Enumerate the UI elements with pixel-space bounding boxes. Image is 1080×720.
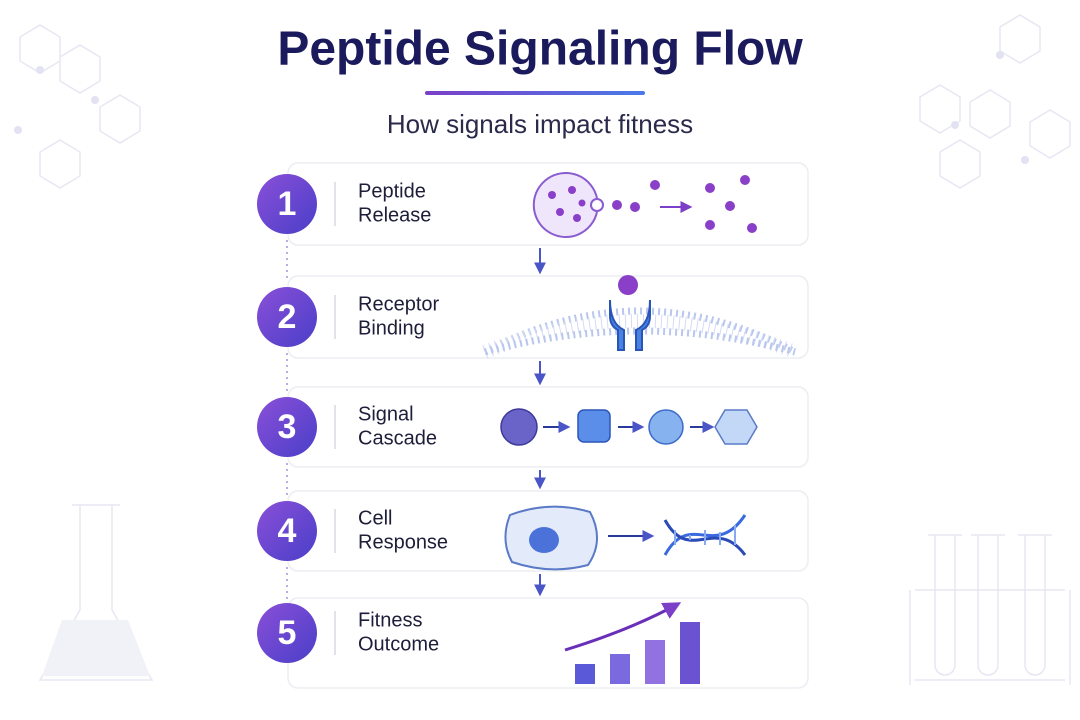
step-label: Outcome	[358, 633, 439, 655]
peptide-release-icon	[532, 172, 757, 238]
step-badge	[257, 287, 317, 347]
step-label: Receptor	[358, 293, 439, 315]
background-decoration	[14, 14, 1071, 685]
title: Peptide Signaling Flow	[277, 23, 803, 76]
step-label: Release	[358, 204, 431, 226]
step-number: 3	[278, 408, 297, 446]
step-label: Peptide	[358, 180, 426, 202]
step-number: 5	[278, 614, 297, 652]
step-label: Cell	[358, 507, 392, 529]
step-badge	[257, 174, 317, 234]
step-label: Response	[358, 531, 448, 553]
receptor-binding-icon	[482, 275, 798, 359]
step-number: 1	[278, 185, 297, 223]
step-badge	[257, 397, 317, 457]
title-underline	[425, 91, 645, 95]
step-number: 2	[278, 298, 297, 336]
step-badge	[257, 501, 317, 561]
signal-cascade-icon	[500, 408, 758, 446]
step-label: Cascade	[358, 427, 437, 449]
step-label: Fitness	[358, 609, 422, 631]
step-number: 4	[278, 512, 297, 550]
subtitle: How signals impact fitness	[387, 109, 693, 139]
step-label: Binding	[358, 317, 425, 339]
cell-response-icon	[504, 505, 747, 571]
step-label: Signal	[358, 403, 414, 425]
step-badge	[257, 603, 317, 663]
fitness-outcome-icon	[564, 602, 700, 684]
